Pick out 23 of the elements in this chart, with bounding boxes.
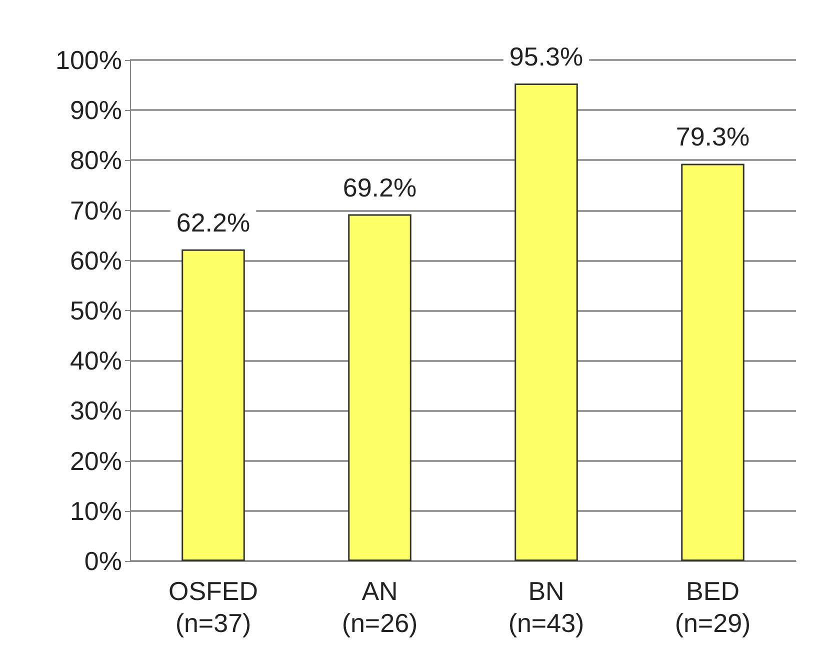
y-tick-label: 0% — [84, 546, 122, 576]
x-tick-label: BN (n=43) — [508, 576, 584, 638]
x-tick-label: AN (n=26) — [342, 576, 418, 638]
y-tick-label: 70% — [70, 195, 122, 226]
bar — [514, 84, 578, 561]
y-tick-label: 100% — [56, 45, 122, 75]
x-tick-label: OSFED (n=37) — [168, 576, 258, 638]
bar — [348, 214, 412, 561]
y-tick-label: 50% — [70, 296, 122, 326]
data-label: 69.2% — [342, 172, 417, 202]
y-tick-label: 80% — [70, 145, 122, 176]
data-label: 62.2% — [176, 207, 250, 238]
data-label: 95.3% — [509, 42, 584, 72]
y-tick-label: 10% — [70, 496, 122, 526]
y-tick-label: 30% — [70, 396, 122, 426]
x-tick-label: BED (n=29) — [674, 576, 751, 638]
data-label: 79.3% — [676, 122, 750, 152]
bar — [182, 249, 245, 561]
y-tick-label: 60% — [70, 245, 122, 276]
y-tick-label: 40% — [70, 346, 122, 376]
y-tick-label: 20% — [70, 446, 122, 476]
bar — [681, 164, 744, 561]
y-tick-label: 90% — [70, 95, 122, 126]
